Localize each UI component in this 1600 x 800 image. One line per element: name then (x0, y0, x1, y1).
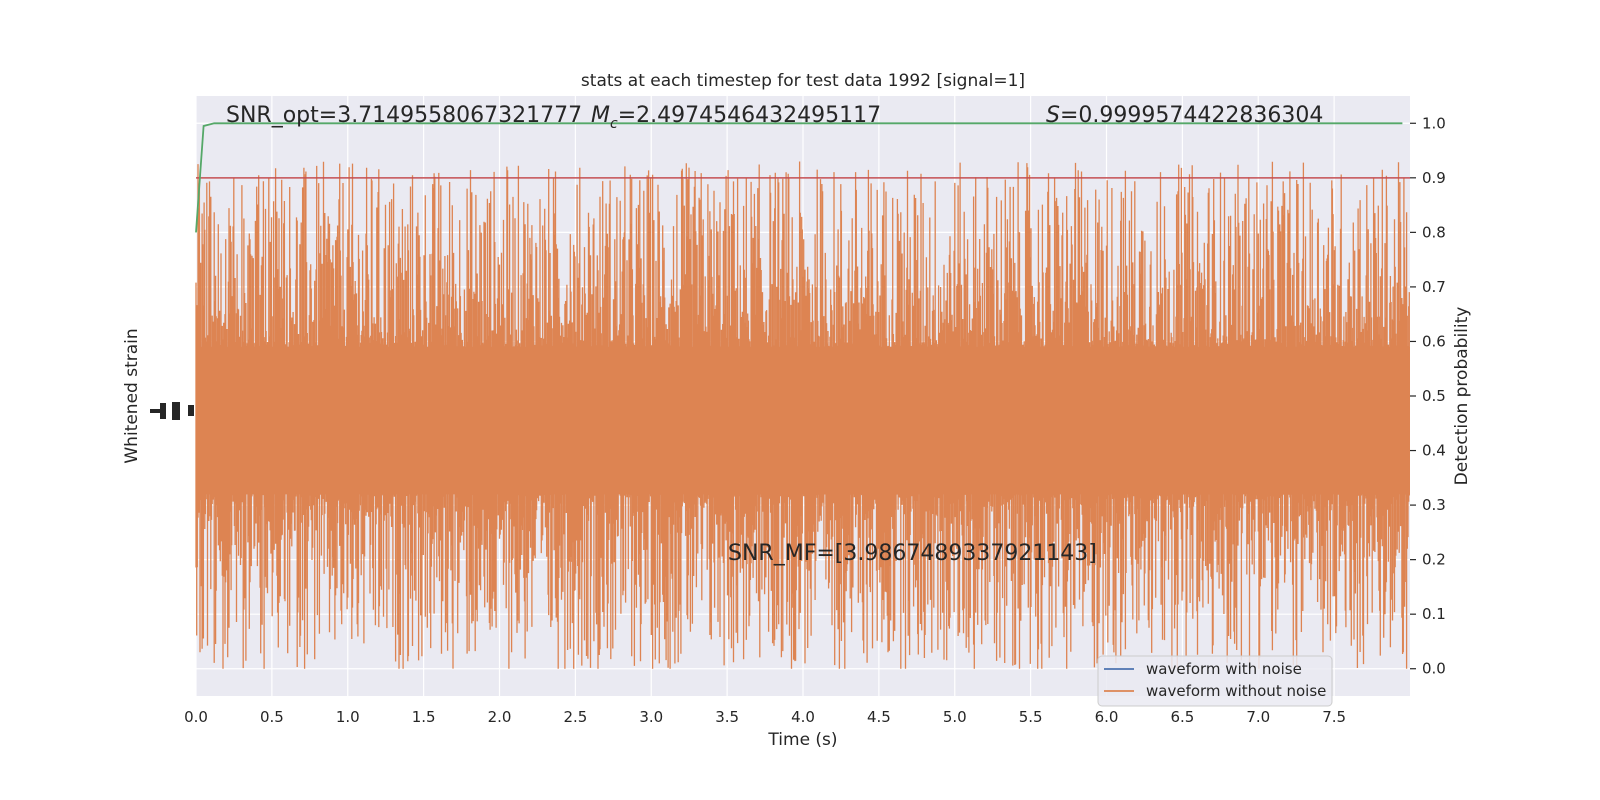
x-tick-label-15: 7.5 (1322, 708, 1346, 726)
detection-probability-line (195, 122, 1403, 233)
x-tick-label-2: 1.0 (336, 708, 360, 726)
x-tick-label-9: 4.5 (867, 708, 891, 726)
y-tick-label-10: 1.0 (1422, 114, 1446, 132)
x-tick-label-4: 2.0 (488, 708, 512, 726)
chirp-mass-annotation: Mc=2.4974546432495117 (591, 103, 881, 132)
x-tick-label-12: 6.0 (1095, 708, 1119, 726)
y-tick-label-6: 0.6 (1422, 332, 1446, 350)
y-tick-label-7: 0.7 (1422, 278, 1446, 296)
x-tick-label-14: 7.0 (1246, 708, 1270, 726)
x-tick-label-5: 2.5 (563, 708, 587, 726)
y-tick-label-2: 0.2 (1422, 551, 1446, 569)
snr-opt-annotation: SNR_opt=3.7149558067321777 (226, 103, 582, 128)
y-tick-label-1: 0.1 (1422, 605, 1446, 623)
y-axis-label-left: Whitened strain (122, 328, 142, 463)
y-tick-labels-right: 0.0 0.1 0.2 0.3 0.4 0.5 0.6 0.7 0.8 0.9 1.0 (1410, 114, 1446, 678)
score-annotation: S=0.9999574422836304 (1046, 103, 1323, 128)
x-tick-label-13: 6.5 (1170, 708, 1194, 726)
legend: waveform with noise waveform without noi… (1097, 655, 1333, 707)
legend-label-without-noise: waveform without noise (1146, 682, 1326, 700)
x-axis-label: Time (s) (767, 730, 837, 750)
left-axis-ticks (150, 402, 194, 420)
legend-box (1097, 655, 1333, 707)
waveform-spikes (195, 161, 1410, 669)
legend-label-with-noise: waveform with noise (1146, 660, 1302, 678)
snr-mf-annotation: SNR_MF=[3.9867489337921143] (728, 541, 1097, 566)
x-tick-label-6: 3.0 (639, 708, 663, 726)
y-tick-label-5: 0.5 (1422, 387, 1446, 405)
x-tick-label-8: 4.0 (791, 708, 815, 726)
x-tick-label-7: 3.5 (715, 708, 739, 726)
y-tick-label-8: 0.8 (1422, 223, 1446, 241)
x-tick-label-1: 0.5 (260, 708, 284, 726)
waveform-without-noise-series (195, 161, 1410, 669)
y-tick-label-9: 0.9 (1422, 169, 1446, 187)
x-tick-labels: 0.0 0.5 1.0 1.5 2.0 2.5 3.0 3.5 4.0 4.5 5.0 5.5 6.0 6… (184, 708, 1346, 726)
y-axis-label-right: Detection probability (1452, 307, 1472, 486)
x-tick-label-0: 0.0 (184, 708, 208, 726)
x-tick-label-11: 5.5 (1019, 708, 1043, 726)
x-tick-label-10: 5.0 (943, 708, 967, 726)
chart-title: stats at each timestep for test data 199… (581, 71, 1025, 91)
y-tick-label-3: 0.3 (1422, 496, 1446, 514)
y-tick-label-4: 0.4 (1422, 442, 1446, 460)
y-tick-label-0: 0.0 (1422, 660, 1446, 678)
x-tick-label-3: 1.5 (412, 708, 436, 726)
